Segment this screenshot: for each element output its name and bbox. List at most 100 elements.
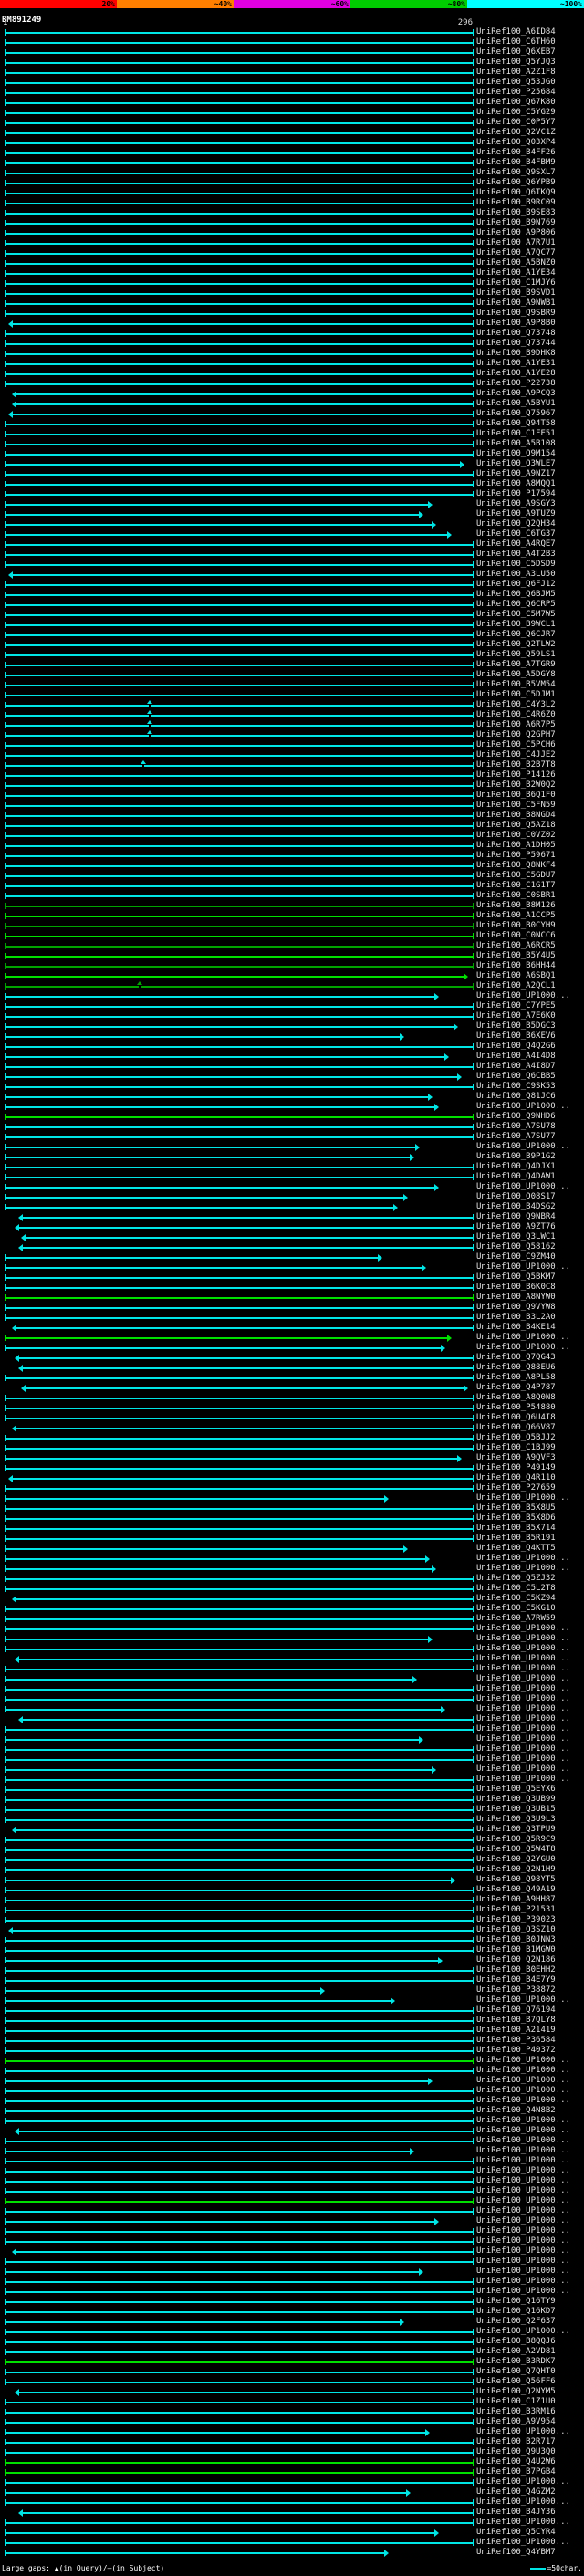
hit-label[interactable]: UniRef100_Q16KD7 [476, 2307, 556, 2316]
alignment-row[interactable]: UniRef100_Q73748 [0, 329, 584, 339]
alignment-bar[interactable] [6, 2050, 473, 2052]
hit-label[interactable]: UniRef100_UP1000... [476, 2538, 570, 2547]
alignment-bar[interactable] [6, 152, 473, 154]
alignment-row[interactable]: UniRef100_A1CCP5 [0, 911, 584, 921]
alignment-row[interactable]: UniRef100_Q4U2W6 [0, 2457, 584, 2467]
hit-label[interactable]: UniRef100_C5PCH6 [476, 740, 556, 749]
alignment-bar[interactable] [6, 956, 473, 958]
alignment-row[interactable]: UniRef100_Q9U3Q0 [0, 2447, 584, 2457]
alignment-row[interactable]: UniRef100_UP1000... [0, 1654, 584, 1664]
hit-label[interactable]: UniRef100_A5BNZ0 [476, 258, 556, 267]
alignment-row[interactable]: UniRef100_C5FN59 [0, 801, 584, 811]
alignment-bar[interactable] [6, 2110, 473, 2112]
hit-label[interactable]: UniRef100_A9NZ17 [476, 469, 556, 478]
alignment-bar[interactable] [6, 1558, 425, 1560]
alignment-bar[interactable] [6, 2492, 407, 2494]
alignment-row[interactable]: UniRef100_Q2YGU0 [0, 1855, 584, 1865]
alignment-bar[interactable] [6, 1157, 410, 1158]
alignment-bar[interactable] [6, 162, 473, 164]
hit-label[interactable]: UniRef100_P38872 [476, 1985, 556, 1995]
hit-label[interactable]: UniRef100_P54880 [476, 1403, 556, 1412]
hit-label[interactable]: UniRef100_B0CYH9 [476, 921, 556, 930]
alignment-bar[interactable] [6, 1006, 473, 1008]
alignment-row[interactable]: UniRef100_Q7QHT0 [0, 2367, 584, 2377]
alignment-row[interactable]: UniRef100_UP1000... [0, 2086, 584, 2096]
alignment-row[interactable]: UniRef100_A1YE34 [0, 268, 584, 278]
hit-label[interactable]: UniRef100_A4I8D7 [476, 1062, 556, 1071]
hit-label[interactable]: UniRef100_UP1000... [476, 1694, 570, 1703]
hit-label[interactable]: UniRef100_P59671 [476, 851, 556, 860]
alignment-row[interactable]: UniRef100_B4FBM9 [0, 158, 584, 168]
alignment-row[interactable]: UniRef100_A2VD81 [0, 2347, 584, 2357]
hit-label[interactable]: UniRef100_Q58162 [476, 1242, 556, 1251]
alignment-bar[interactable] [6, 1418, 473, 1419]
alignment-row[interactable]: UniRef100_C5KZ94 [0, 1594, 584, 1604]
alignment-bar[interactable] [6, 996, 435, 998]
alignment-bar[interactable] [6, 2542, 473, 2544]
alignment-row[interactable]: UniRef100_UP1000... [0, 1624, 584, 1634]
alignment-bar[interactable] [6, 112, 473, 114]
hit-label[interactable]: UniRef100_A5DGY8 [476, 670, 556, 679]
alignment-row[interactable]: UniRef100_B3RM16 [0, 2407, 584, 2417]
alignment-row[interactable]: UniRef100_Q2F637 [0, 2317, 584, 2327]
hit-label[interactable]: UniRef100_Q2GPH7 [476, 730, 556, 739]
alignment-bar[interactable] [6, 2161, 473, 2162]
hit-label[interactable]: UniRef100_Q5EYX6 [476, 1785, 556, 1794]
hit-label[interactable]: UniRef100_Q6YPB9 [476, 178, 556, 187]
hit-label[interactable]: UniRef100_A7SU78 [476, 1122, 556, 1131]
alignment-bar[interactable] [6, 2191, 473, 2193]
hit-label[interactable]: UniRef100_Q9NBR4 [476, 1212, 556, 1221]
hit-label[interactable]: UniRef100_B9DHK8 [476, 349, 556, 358]
alignment-bar[interactable] [22, 1217, 473, 1219]
alignment-bar[interactable] [6, 665, 473, 666]
alignment-row[interactable]: UniRef100_P38872 [0, 1985, 584, 1995]
alignment-row[interactable]: UniRef100_P17594 [0, 489, 584, 499]
alignment-bar[interactable] [6, 1036, 401, 1038]
alignment-row[interactable]: UniRef100_C1MJY6 [0, 278, 584, 288]
alignment-row[interactable]: UniRef100_B5VM54 [0, 680, 584, 690]
alignment-bar[interactable] [6, 2221, 435, 2223]
alignment-row[interactable]: UniRef100_Q75967 [0, 409, 584, 419]
alignment-row[interactable]: UniRef100_UP1000... [0, 1564, 584, 1574]
alignment-bar[interactable] [13, 1478, 473, 1480]
alignment-row[interactable]: UniRef100_Q88EU6 [0, 1363, 584, 1373]
alignment-bar[interactable] [6, 1859, 473, 1861]
alignment-row[interactable]: UniRef100_C0P5Y7 [0, 118, 584, 128]
alignment-bar[interactable] [6, 1799, 473, 1801]
hit-label[interactable]: UniRef100_Q5CYR4 [476, 2528, 556, 2537]
alignment-bar[interactable] [6, 825, 473, 827]
hit-label[interactable]: UniRef100_B6K0C8 [476, 1283, 556, 1292]
alignment-row[interactable]: UniRef100_P25684 [0, 88, 584, 98]
alignment-row[interactable]: UniRef100_Q5EYX6 [0, 1785, 584, 1795]
hit-label[interactable]: UniRef100_UP1000... [476, 2246, 570, 2256]
alignment-row[interactable]: UniRef100_Q4KTT5 [0, 1544, 584, 1554]
alignment-row[interactable]: UniRef100_Q6XEB7 [0, 47, 584, 58]
alignment-row[interactable]: UniRef100_B4JY36 [0, 2508, 584, 2518]
alignment-bar[interactable] [6, 1177, 473, 1178]
alignment-bar[interactable] [6, 142, 473, 144]
alignment-row[interactable]: UniRef100_Q5R9C9 [0, 1835, 584, 1845]
alignment-row[interactable]: UniRef100_UP1000... [0, 1493, 584, 1503]
alignment-row[interactable]: UniRef100_P39023 [0, 1915, 584, 1925]
alignment-bar[interactable] [6, 1538, 473, 1540]
alignment-bar[interactable] [6, 2361, 473, 2363]
alignment-bar[interactable] [6, 223, 473, 225]
alignment-bar[interactable] [6, 1970, 473, 1972]
alignment-row[interactable]: UniRef100_Q2QH34 [0, 519, 584, 529]
alignment-row[interactable]: UniRef100_B9P1G2 [0, 1152, 584, 1162]
hit-label[interactable]: UniRef100_A1YE31 [476, 359, 556, 368]
alignment-row[interactable]: UniRef100_A1DH05 [0, 841, 584, 851]
hit-label[interactable]: UniRef100_UP1000... [476, 2518, 570, 2527]
alignment-row[interactable]: UniRef100_B0JNN3 [0, 1935, 584, 1945]
alignment-bar[interactable] [6, 2462, 473, 2464]
alignment-bar[interactable] [6, 42, 473, 44]
alignment-row[interactable]: UniRef100_UP1000... [0, 1684, 584, 1694]
hit-label[interactable]: UniRef100_UP1000... [476, 2196, 570, 2205]
hit-label[interactable]: UniRef100_UP1000... [476, 1714, 570, 1723]
hit-label[interactable]: UniRef100_UP1000... [476, 1142, 570, 1151]
alignment-row[interactable]: UniRef100_P14126 [0, 770, 584, 780]
hit-label[interactable]: UniRef100_C5DJM1 [476, 690, 556, 699]
alignment-bar[interactable] [6, 1669, 473, 1670]
alignment-bar[interactable] [6, 193, 473, 194]
hit-label[interactable]: UniRef100_UP1000... [476, 1333, 570, 1342]
